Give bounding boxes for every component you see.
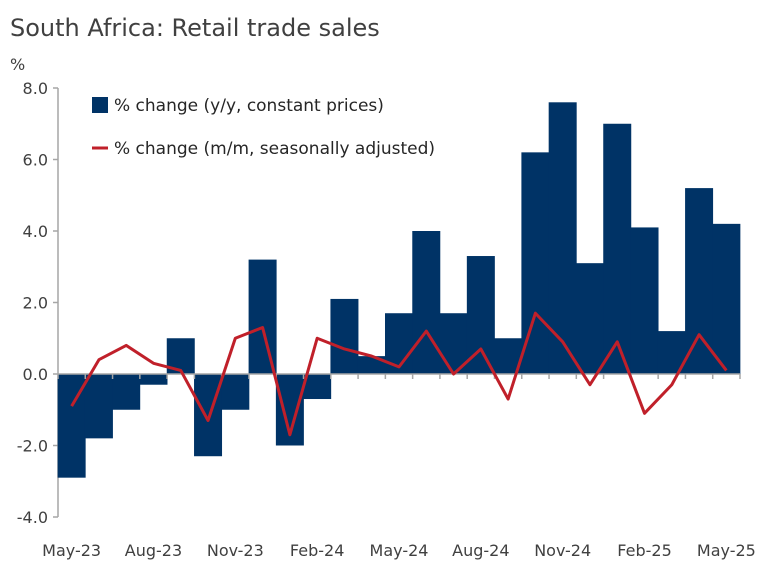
bar: [712, 223, 741, 374]
bar: [357, 356, 386, 374]
bar: [466, 256, 495, 374]
y-tick-label: -4.0: [17, 508, 48, 527]
y-axis-label: %: [10, 55, 25, 74]
x-tick-label: Feb-24: [290, 541, 344, 560]
x-tick-label: Feb-25: [617, 541, 671, 560]
legend-label: % change (y/y, constant prices): [114, 96, 384, 116]
chart-title: South Africa: Retail trade sales: [10, 14, 380, 42]
bar: [685, 188, 714, 374]
bar: [548, 102, 577, 375]
y-tick-label: -2.0: [17, 437, 48, 456]
y-tick-label: 8.0: [23, 79, 48, 98]
bar: [603, 123, 632, 374]
bar: [221, 374, 250, 410]
x-tick-label: Aug-23: [125, 541, 182, 560]
bar: [248, 259, 277, 374]
bar: [303, 374, 332, 400]
bar: [575, 263, 604, 374]
bar: [630, 227, 659, 374]
bar: [521, 152, 550, 374]
x-tick-label: Nov-23: [207, 541, 264, 560]
x-tick-label: May-25: [697, 541, 756, 560]
legend-swatch-bar: [92, 97, 108, 113]
x-tick-label: Nov-24: [534, 541, 591, 560]
bar: [412, 231, 441, 374]
x-tick-label: May-24: [370, 541, 429, 560]
bar: [139, 374, 168, 385]
y-tick-label: 6.0: [23, 151, 48, 170]
y-tick-label: 2.0: [23, 294, 48, 313]
y-tick-label: 0.0: [23, 365, 48, 384]
x-tick-label: Aug-24: [452, 541, 509, 560]
bar: [330, 298, 359, 374]
legend-label: % change (m/m, seasonally adjusted): [114, 139, 435, 159]
x-tick-label: May-23: [42, 541, 101, 560]
bar: [84, 374, 113, 439]
y-tick-label: 4.0: [23, 222, 48, 241]
bar: [112, 374, 141, 410]
